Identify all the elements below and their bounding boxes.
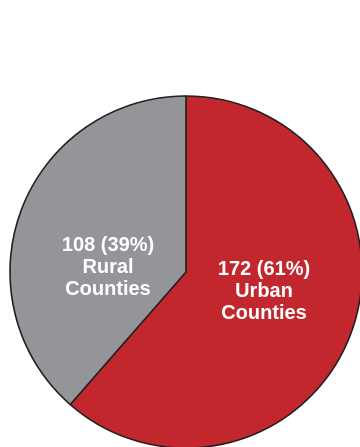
pie-slice-urban [69, 95, 360, 447]
pie-label-urban-line-1: Urban [235, 280, 293, 302]
pie-label-urban-line-2: Counties [221, 302, 307, 324]
pie-label-urban-line-0: 172 (61%) [218, 258, 310, 280]
pie-slices [9, 95, 360, 447]
pie-label-rural-line-2: Counties [65, 278, 151, 300]
pie-label-urban: 172 (61%) Urban Counties [218, 258, 310, 324]
pie-slice-rural [9, 95, 187, 406]
pie-label-rural-line-1: Rural [82, 256, 133, 278]
pie-label-rural: 108 (39%) Rural Counties [62, 234, 154, 300]
pie-label-rural-line-0: 108 (39%) [62, 234, 154, 256]
